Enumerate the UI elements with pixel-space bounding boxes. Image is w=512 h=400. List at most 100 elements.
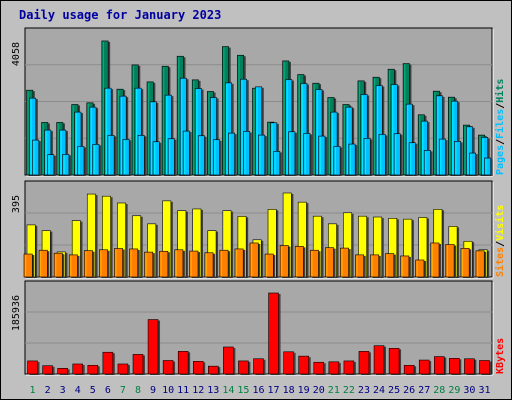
bar-sites-day-18	[279, 245, 291, 278]
bar-kbytes-day-8	[132, 354, 145, 375]
bar-pages-day-31	[484, 157, 493, 176]
x-axis-day-labels: 1 2 3 4 5 6 7 8 9 10 11 12 13 14 15 16 17 18 19 20 21 22 23 24 2…	[30, 385, 491, 396]
bar-kbytes-day-28	[434, 356, 447, 375]
bar-kbytes-day-13	[208, 365, 221, 375]
bar-sites-day-4	[68, 254, 80, 278]
day-label-6: 6	[105, 385, 111, 396]
bar-pages-day-4	[77, 146, 87, 176]
bar-sites-day-31	[475, 250, 487, 278]
bar-sites-day-27	[415, 259, 426, 278]
day-label-4: 4	[75, 385, 81, 396]
bar-kbytes-day-17	[268, 292, 281, 375]
bar-sites-day-3	[53, 252, 65, 278]
bar-sites-day-11	[174, 249, 185, 278]
bar-kbytes-day-24	[373, 345, 386, 375]
day-label-15: 15	[237, 385, 249, 396]
day-label-21: 21	[328, 385, 340, 396]
legend: Sites/Visits	[494, 205, 506, 277]
day-label-1: 1	[30, 385, 36, 396]
bar-sites-day-20	[309, 249, 321, 278]
bar-kbytes-day-22	[343, 360, 356, 375]
bar-kbytes-day-27	[418, 359, 432, 375]
bar-sites-day-9	[144, 251, 155, 278]
chart-panels: 4058Pages/Files/Hits395Sites/Visits18593…	[11, 27, 506, 376]
bar-pages-day-28	[438, 138, 448, 176]
bar-sites-day-13	[204, 252, 216, 278]
bar-pages-day-1	[32, 139, 41, 176]
legend-entry-0: KBytes	[495, 338, 506, 374]
bar-pages-day-15	[243, 131, 252, 176]
y-max-label: 395	[11, 195, 22, 213]
legend-entry-0: Pages	[495, 145, 506, 175]
bar-pages-day-26	[408, 142, 418, 176]
day-label-26: 26	[403, 385, 415, 396]
legend: Pages/Files/Hits	[494, 79, 506, 175]
bar-pages-day-18	[288, 131, 297, 176]
visits-sites-panel: 395 Sites/Visits	[11, 180, 506, 279]
day-label-28: 28	[433, 385, 445, 396]
day-label-22: 22	[343, 385, 355, 396]
day-label-5: 5	[90, 385, 96, 396]
bar-sites-day-8	[129, 248, 140, 278]
bar-kbytes-day-25	[388, 347, 402, 375]
bar-pages-day-27	[423, 150, 433, 176]
bar-sites-day-1	[23, 253, 35, 278]
bar-kbytes-day-10	[162, 360, 176, 375]
bar-kbytes-day-11	[177, 351, 191, 375]
day-label-31: 31	[478, 385, 490, 396]
legend-entry-2: Files	[494, 109, 506, 139]
bar-kbytes-day-7	[117, 363, 130, 375]
bar-sites-day-30	[460, 247, 472, 278]
day-label-8: 8	[135, 385, 141, 396]
bar-pages-day-8	[137, 135, 147, 176]
bar-sites-day-29	[445, 244, 457, 278]
bar-kbytes-day-1	[27, 360, 40, 375]
bar-sites-day-26	[400, 255, 411, 278]
legend-entry-4: Hits	[494, 79, 506, 103]
bar-kbytes-day-15	[238, 360, 251, 375]
bar-pages-day-2	[47, 154, 56, 176]
day-label-18: 18	[283, 385, 295, 396]
bar-kbytes-day-18	[283, 351, 296, 375]
day-label-19: 19	[298, 385, 310, 396]
bar-sites-day-15	[234, 248, 246, 278]
bar-pages-day-3	[62, 154, 71, 176]
bar-sites-day-22	[340, 247, 351, 278]
bar-pages-day-24	[378, 134, 388, 176]
bar-sites-day-2	[38, 249, 50, 278]
day-label-14: 14	[222, 385, 234, 396]
bar-kbytes-day-29	[449, 358, 462, 375]
bar-sites-day-23	[355, 254, 366, 278]
day-label-2: 2	[45, 385, 51, 396]
day-label-10: 10	[162, 385, 174, 396]
bar-pages-day-29	[454, 141, 463, 176]
bar-sites-day-16	[249, 242, 261, 278]
bar-pages-day-12	[197, 135, 207, 176]
legend-entry-2: Visits	[494, 205, 506, 241]
day-label-9: 9	[150, 385, 156, 396]
legend-entry-1: /	[495, 139, 506, 145]
bar-sites-day-19	[294, 246, 306, 278]
bar-kbytes-day-16	[253, 358, 266, 375]
bar-kbytes-day-21	[328, 361, 341, 375]
bar-kbytes-day-2	[42, 365, 55, 375]
bar-kbytes-day-4	[72, 363, 85, 375]
bar-sites-day-14	[219, 249, 231, 278]
day-label-17: 17	[268, 385, 280, 396]
bar-pages-day-9	[152, 141, 162, 176]
day-label-30: 30	[463, 385, 475, 396]
bar-sites-day-21	[324, 247, 336, 278]
bar-sites-day-28	[430, 242, 442, 278]
bar-pages-day-16	[258, 134, 267, 176]
bar-kbytes-day-6	[102, 351, 115, 375]
bar-kbytes-day-12	[192, 361, 206, 375]
bar-kbytes-day-5	[87, 364, 100, 375]
bar-kbytes-day-14	[223, 346, 236, 375]
bar-pages-day-30	[469, 152, 478, 176]
bar-pages-day-14	[228, 132, 237, 176]
bar-pages-day-7	[122, 139, 132, 176]
day-label-7: 7	[120, 385, 126, 396]
bar-pages-day-5	[92, 144, 102, 176]
